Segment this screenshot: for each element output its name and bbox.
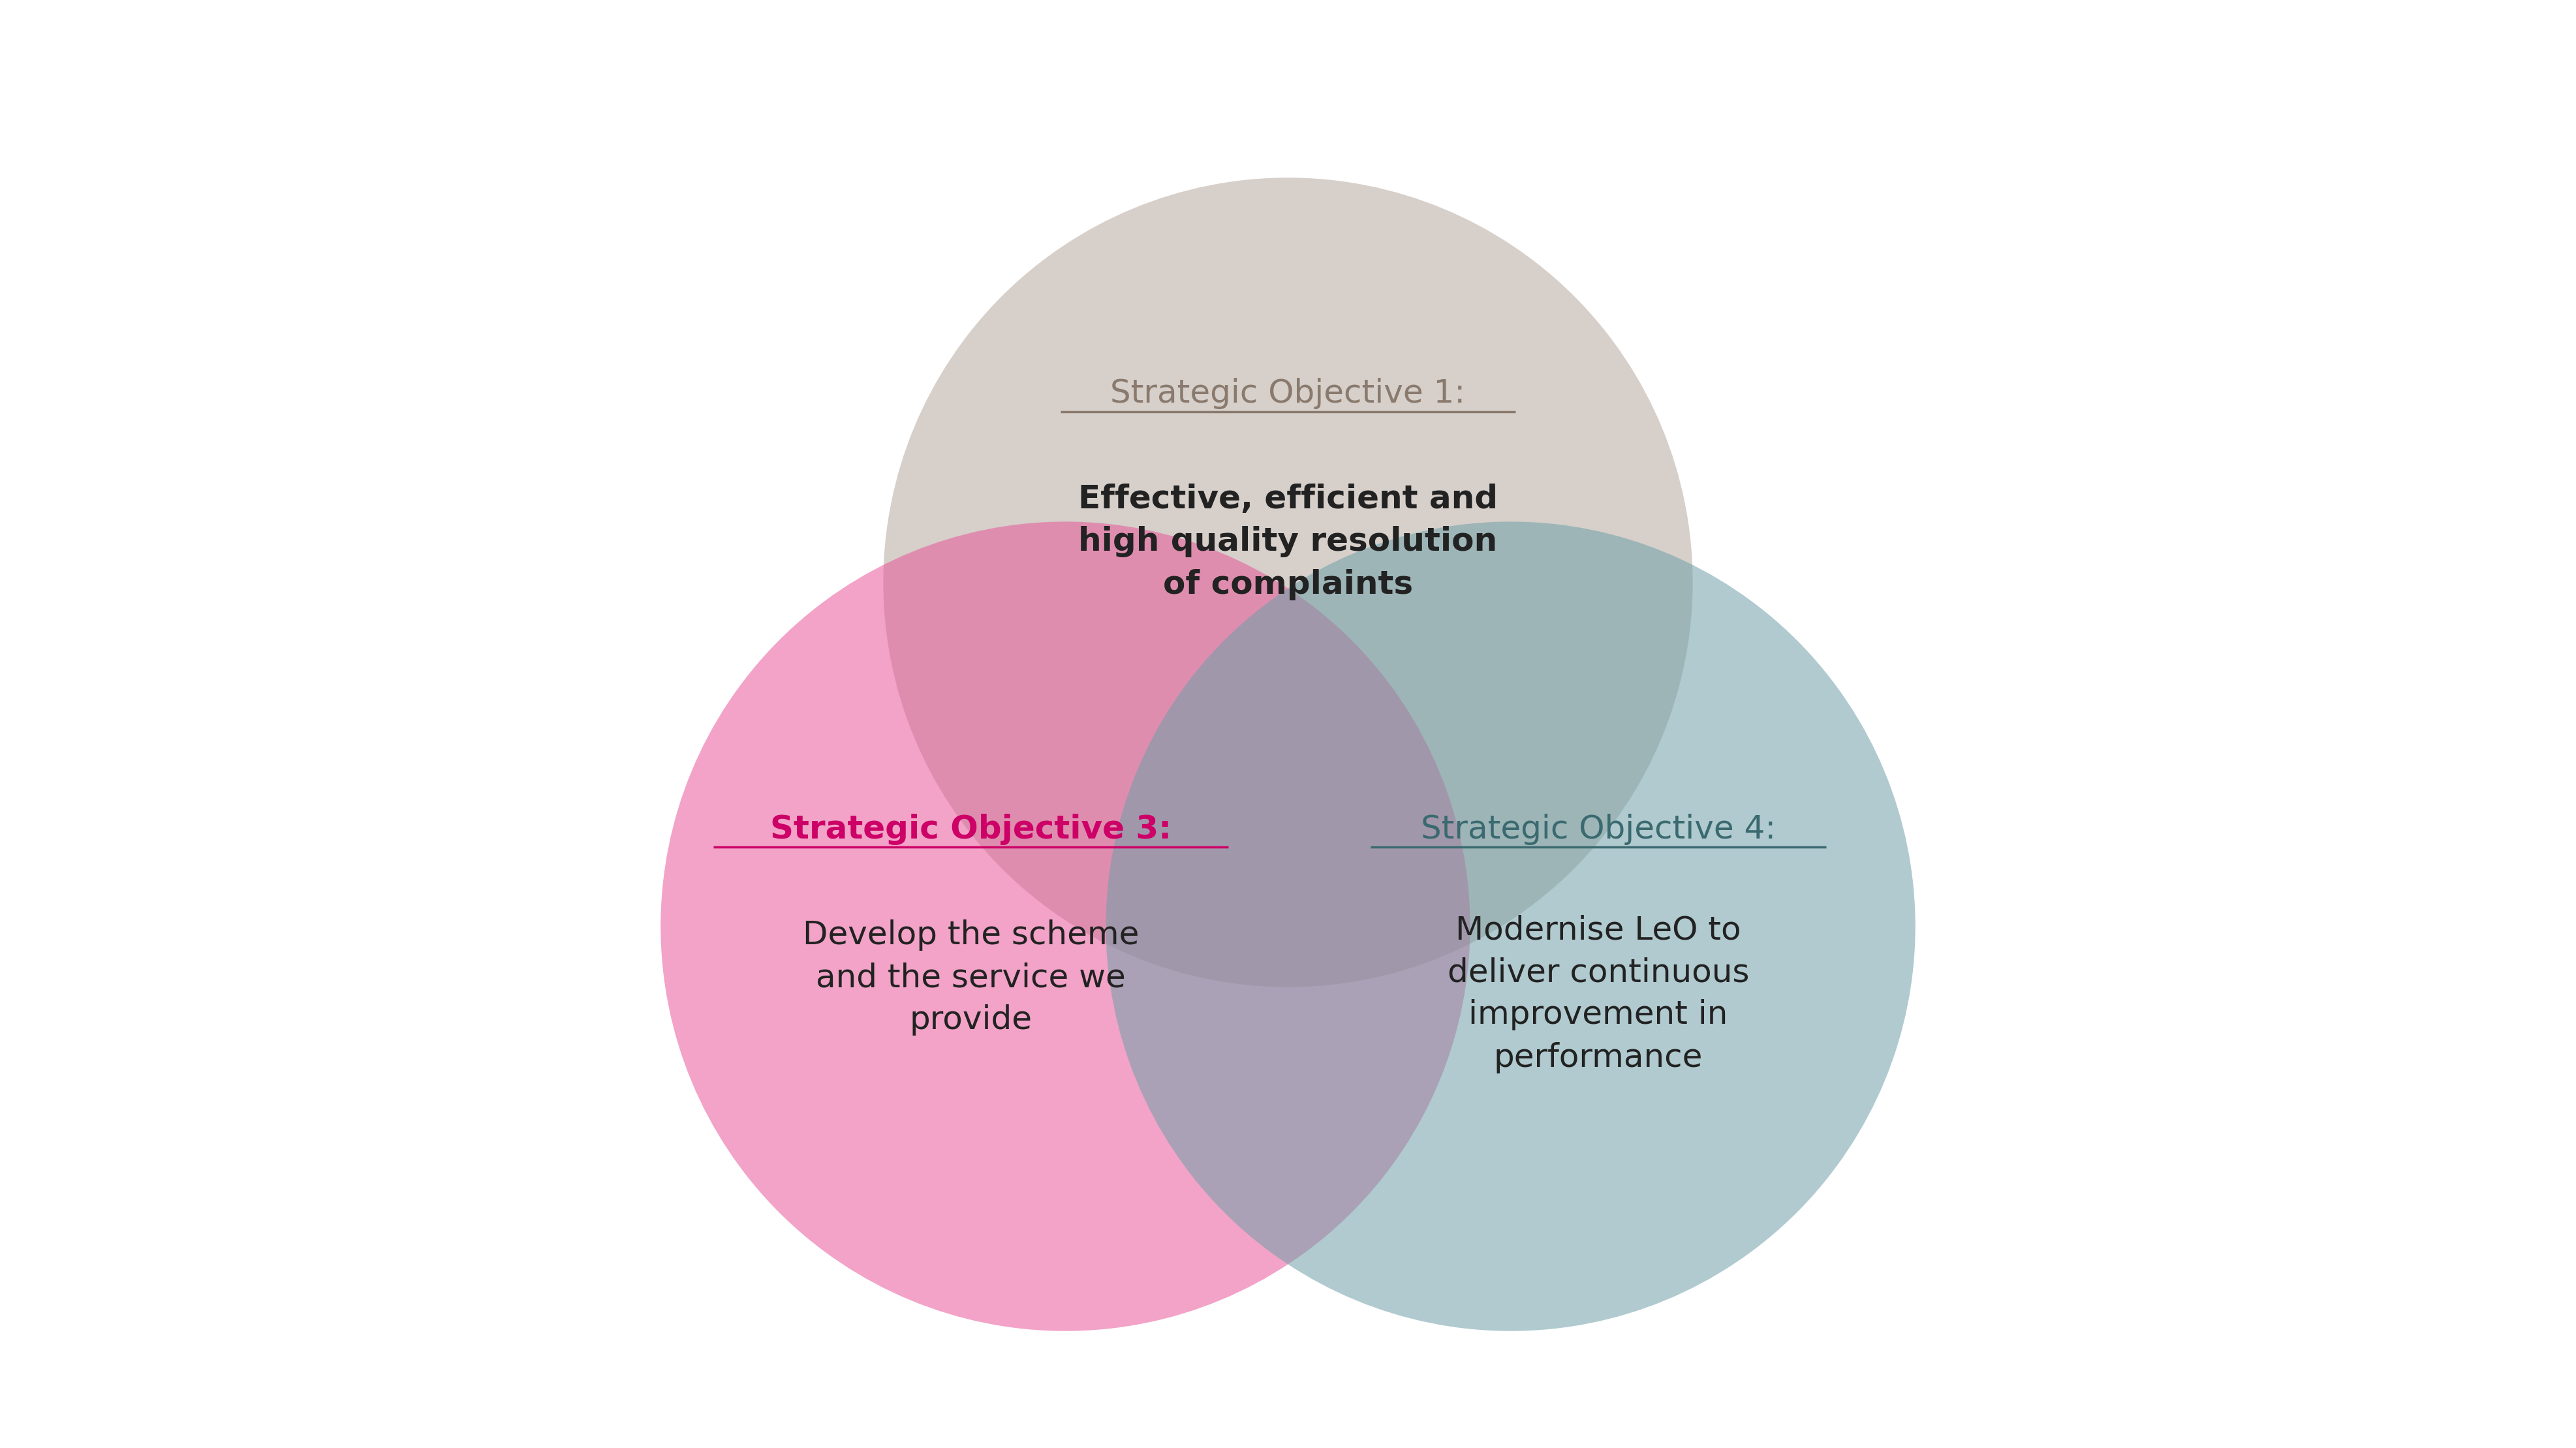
Text: Develop the scheme
and the service we
provide: Develop the scheme and the service we pr… (804, 919, 1139, 1035)
Text: Modernise LeO to
deliver continuous
improvement in
performance: Modernise LeO to deliver continuous impr… (1448, 914, 1749, 1073)
Text: Strategic Objective 3:: Strategic Objective 3: (770, 814, 1172, 844)
Text: Strategic Objective 4:: Strategic Objective 4: (1422, 814, 1775, 844)
Text: Effective, efficient and
high quality resolution
of complaints: Effective, efficient and high quality re… (1079, 484, 1497, 599)
Text: Strategic Objective 1:: Strategic Objective 1: (1110, 378, 1466, 410)
Circle shape (884, 178, 1692, 988)
Circle shape (659, 521, 1471, 1331)
Circle shape (1105, 521, 1917, 1331)
